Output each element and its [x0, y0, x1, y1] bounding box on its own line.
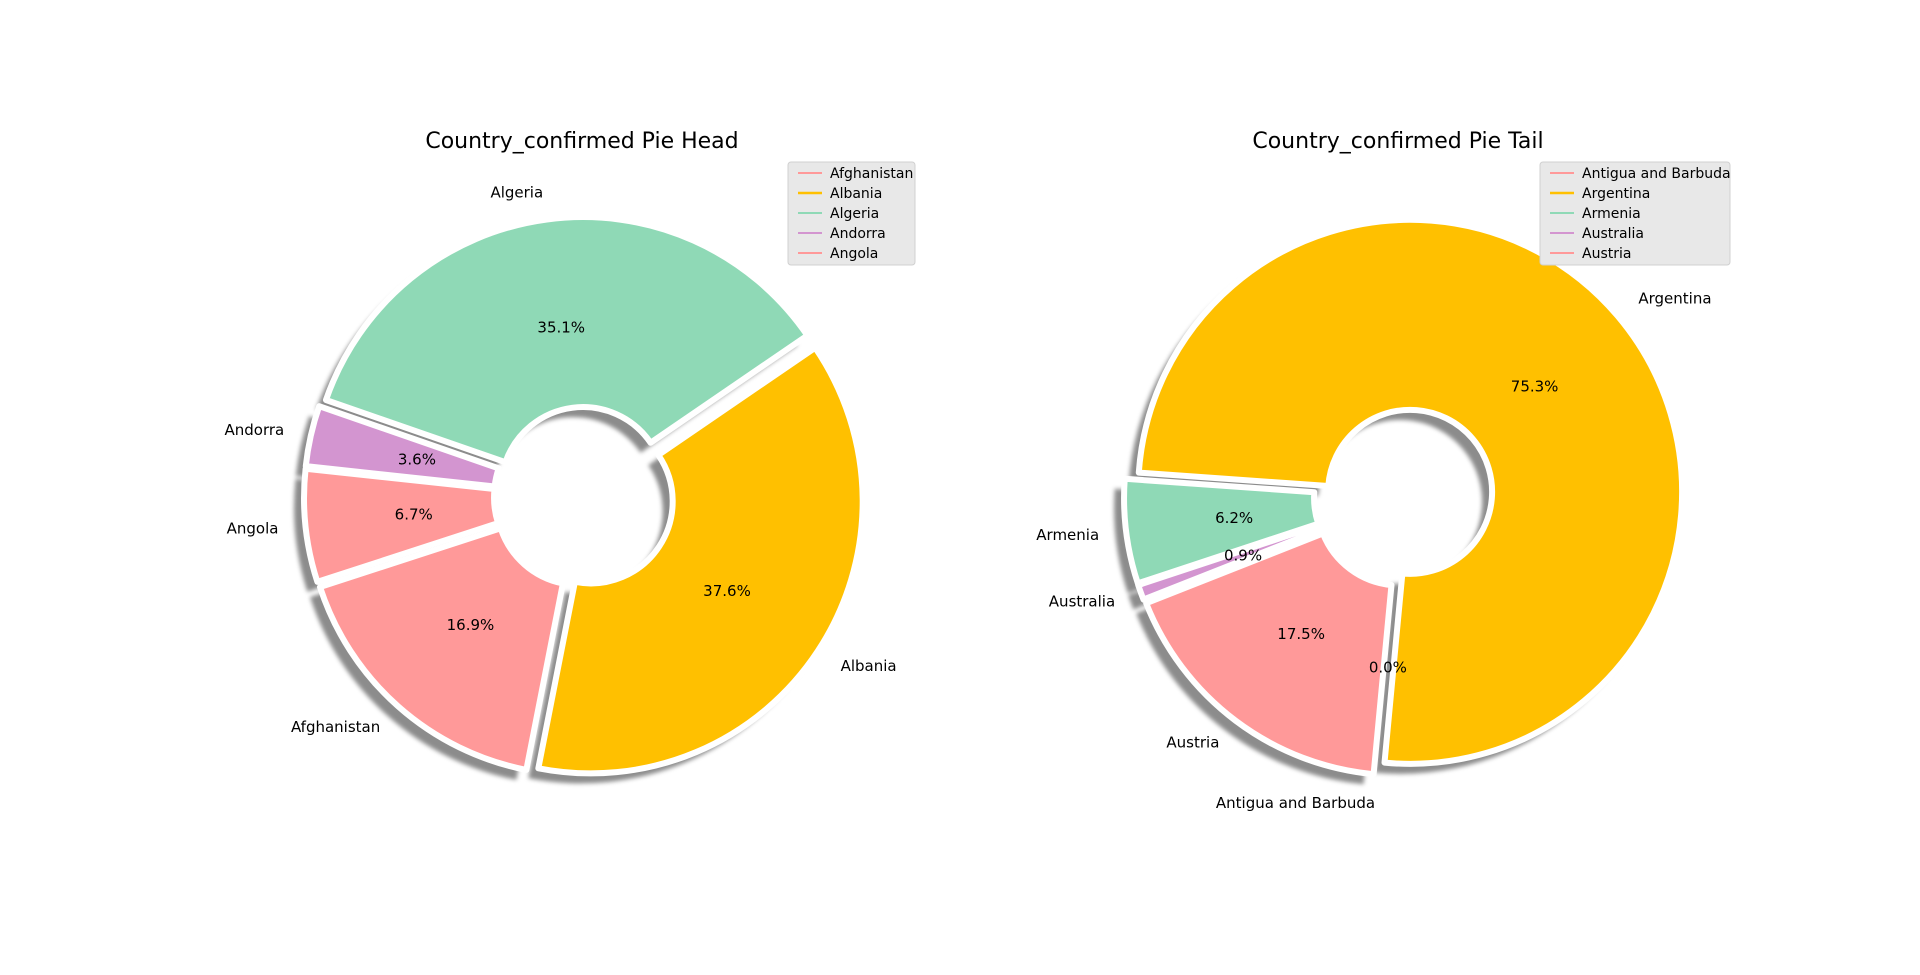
slice-category-label: Angola	[227, 520, 279, 538]
pie-slice-australia	[1135, 522, 1324, 603]
legend-label: Armenia	[1582, 206, 1641, 222]
pie-slices	[301, 214, 866, 777]
pie-slice-argentina	[1135, 216, 1686, 767]
legend: Antigua and Barbuda Argentina Armenia Au…	[1539, 161, 1731, 266]
legend-label: Austria	[1582, 246, 1631, 262]
legend-entry: Andorra	[798, 226, 886, 242]
slice-percent-label: 75.3%	[1511, 377, 1559, 395]
legend-entry: Armenia	[1550, 206, 1641, 222]
legend-entry: Argentina	[1550, 186, 1650, 202]
slice-category-label: Antigua and Barbuda	[1216, 794, 1375, 812]
legend-entry: Antigua and Barbuda	[1550, 166, 1731, 182]
pie-slice-afghanistan	[317, 525, 566, 773]
slice-percent-label: 6.2%	[1215, 509, 1253, 527]
legend-label: Afghanistan	[830, 166, 913, 182]
legend-entry: Angola	[798, 246, 878, 262]
legend-label: Antigua and Barbuda	[1582, 166, 1731, 182]
pie-slice-albania	[535, 344, 866, 777]
legend: Afghanistan Albania Algeria Andorra Ango…	[787, 161, 916, 266]
slice-percent-label: 35.1%	[537, 318, 585, 336]
pie-chart-head: Country_confirmed Pie Head Afghanistan 16…	[224, 129, 916, 784]
legend-entry: Afghanistan	[798, 166, 913, 182]
slice-category-label: Andorra	[224, 421, 284, 439]
chart-title: Country_confirmed Pie Tail	[1252, 129, 1543, 154]
slice-category-label: Argentina	[1638, 289, 1711, 307]
legend-entry: Albania	[798, 186, 882, 202]
pie-labels: Antigua and Barbuda 0.0% Argentina 75.3% Arm…	[1036, 289, 1711, 811]
pie-body: Afghanistan 16.9% Albania 37.6% Algeria 35.1%…	[224, 184, 897, 784]
legend-entry: Algeria	[798, 206, 879, 222]
slice-category-label: Armenia	[1036, 526, 1099, 544]
legend-box	[787, 161, 916, 266]
legend-box	[1539, 161, 1731, 266]
slice-percent-label: 6.7%	[395, 506, 433, 524]
pie-chart-tail: Country_confirmed Pie Tail Antigua and B…	[1036, 129, 1730, 812]
legend-label: Albania	[830, 186, 882, 202]
pie-slice-austria	[1143, 530, 1395, 778]
slice-percent-label: 0.9%	[1224, 546, 1262, 564]
pie-body: Antigua and Barbuda 0.0% Argentina 75.3% Arm…	[1036, 216, 1712, 812]
slice-category-label: Albania	[841, 657, 897, 675]
slice-category-label: Afghanistan	[291, 718, 380, 736]
legend-label: Argentina	[1582, 186, 1650, 202]
slice-percent-label: 17.5%	[1277, 625, 1325, 643]
legend-entry: Australia	[1550, 226, 1644, 242]
slice-percent-label: 0.0%	[1369, 658, 1407, 676]
slice-percent-label: 37.6%	[703, 582, 751, 600]
slice-percent-label: 3.6%	[398, 451, 436, 469]
legend-label: Algeria	[830, 206, 879, 222]
legend-label: Andorra	[830, 226, 886, 242]
slice-category-label: Algeria	[490, 184, 543, 202]
legend-entry: Austria	[1550, 246, 1631, 262]
slice-category-label: Australia	[1049, 593, 1115, 611]
slice-percent-label: 16.9%	[447, 616, 495, 634]
pie-slice-angola	[301, 465, 502, 585]
slice-category-label: Austria	[1166, 734, 1219, 752]
chart-title: Country_confirmed Pie Head	[425, 129, 738, 154]
legend-label: Australia	[1582, 226, 1644, 242]
pie-slice-algeria	[322, 214, 811, 466]
pie-labels: Afghanistan 16.9% Albania 37.6% Algeria 35.1%…	[224, 184, 896, 736]
pie-slices	[1121, 216, 1686, 778]
legend-label: Angola	[830, 246, 878, 262]
